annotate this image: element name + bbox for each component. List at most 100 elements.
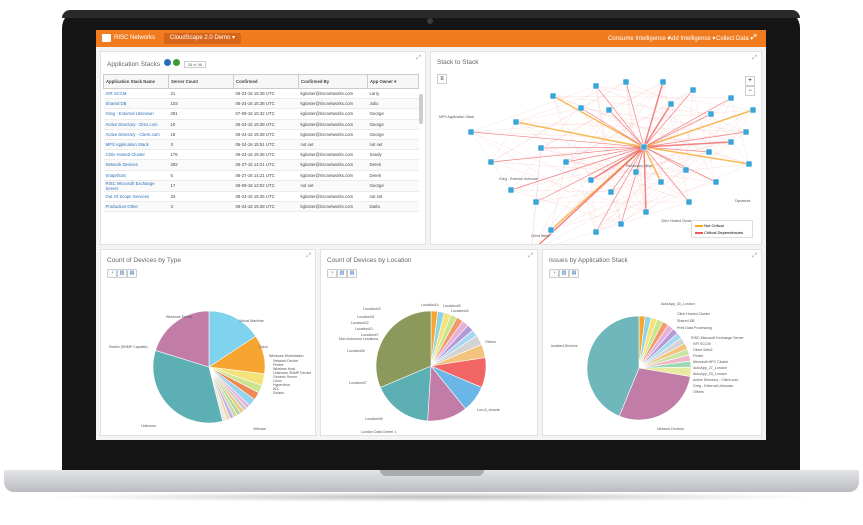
cell-name[interactable]: Snapshots	[103, 170, 169, 181]
table-view-icon[interactable]: ▤	[569, 269, 579, 278]
col-header-by[interactable]: Confirmed By	[298, 74, 368, 89]
graph-node[interactable]	[727, 94, 735, 102]
graph-node[interactable]	[537, 144, 545, 152]
col-header-owner[interactable]: App Owner ▾	[367, 74, 419, 89]
table-row[interactable]: Shared DB 103 06-24-16 15:38 UTC kgloster@r…	[103, 98, 419, 110]
table-view-icon[interactable]: ▤	[127, 269, 137, 278]
zoom-out-icon[interactable]: −	[745, 86, 755, 96]
table-row[interactable]: Active Directory - Client.com 18 06-24-16 …	[103, 129, 419, 140]
graph-node[interactable]	[632, 168, 640, 176]
graph-node[interactable]	[507, 186, 515, 194]
expand-icon[interactable]: ⤢	[416, 55, 421, 61]
pie-slice[interactable]	[208, 310, 257, 368]
expand-icon[interactable]: ⤢	[306, 253, 311, 259]
graph-node[interactable]	[685, 198, 693, 206]
col-header-count[interactable]: Server Count	[168, 74, 234, 89]
graph-node[interactable]	[742, 128, 750, 136]
table-row[interactable]: RISC Microsoft Exchange Server 17 06-08-16…	[103, 180, 419, 192]
graph-node[interactable]	[562, 158, 570, 166]
cell-name[interactable]: Active Directory - Dmz.com	[103, 119, 169, 130]
graph-node[interactable]	[682, 166, 690, 174]
demo-selector[interactable]: CloudScape 2.0 Demo ▾	[164, 33, 242, 44]
zoom-in-icon[interactable]: +	[745, 76, 755, 86]
graph-node[interactable]	[547, 226, 555, 234]
add-icon[interactable]	[163, 59, 171, 66]
cell-name[interactable]: Out Of Scope Services	[103, 191, 169, 202]
table-row[interactable]: Network Devices 282 06-27-16 14:21 UTC kglo…	[103, 159, 419, 171]
pie-slice[interactable]	[155, 310, 210, 368]
graph-node[interactable]	[512, 118, 520, 126]
refresh-icon[interactable]	[172, 59, 180, 66]
graph-node[interactable]	[689, 86, 697, 94]
graph-node[interactable]	[712, 178, 720, 186]
table-row[interactable]: Active Directory - Dmz.com 10 06-24-16 15:…	[103, 119, 419, 130]
col-header-name[interactable]: Application Stack Name	[103, 74, 169, 89]
cell-name[interactable]: Active Directory - Client.com	[103, 129, 169, 140]
logo[interactable]: RISC Networks	[102, 34, 155, 42]
cell-name[interactable]: Citrix Hosted Cluster	[103, 149, 169, 161]
pie-slice[interactable]	[618, 367, 691, 421]
menu-consume[interactable]: Consume Intelligence ▾	[608, 36, 671, 42]
graph-node[interactable]	[745, 160, 753, 168]
graph-node[interactable]	[587, 176, 595, 184]
graph-node[interactable]	[622, 78, 630, 86]
bar-view-icon[interactable]: ▥	[337, 269, 347, 278]
expand-icon[interactable]: ⤢	[752, 253, 757, 259]
cell-name[interactable]: RISC Microsoft Exchange Server	[103, 180, 169, 192]
cell-name[interactable]: Production Other	[103, 201, 169, 213]
pie-slice[interactable]	[375, 310, 432, 388]
expand-icon[interactable]: ⤢	[528, 253, 533, 259]
cell-name[interactable]: Greg - External Unknown	[103, 108, 169, 120]
graph-menu-icon[interactable]: ≡	[437, 74, 447, 84]
table-row[interactable]: Production Other 3 06-24-16 15:38 UTC kglos…	[103, 201, 419, 213]
graph-node[interactable]	[707, 110, 715, 118]
issues-by-stack-pie[interactable]: AutoApp_35_London Citrix Hosted Cluster Sh…	[543, 250, 762, 436]
devices-by-type-pie[interactable]: Windows Server Virtual Machine Cisco Switch…	[101, 250, 316, 436]
hamburger-icon[interactable]: ≡	[753, 33, 758, 40]
table-row[interactable]: Out Of Scope Services 33 06-24-16 15:35 UT…	[103, 191, 419, 202]
graph-node[interactable]	[605, 106, 613, 114]
table-row[interactable]: MPS Application Stack 3 06-24-16 15:51 UTC…	[103, 139, 419, 151]
graph-node[interactable]	[617, 220, 625, 228]
cell-name[interactable]: Shared DB	[103, 98, 169, 110]
graph-node[interactable]	[659, 78, 667, 86]
graph-node[interactable]	[592, 82, 600, 90]
graph-node[interactable]	[640, 143, 648, 151]
cell-name[interactable]: IVR SCCM	[103, 88, 169, 100]
table-row[interactable]: Snapshots 5 06-27-16 14:21 UTC kgloster@ris…	[103, 170, 419, 181]
pie-view-icon[interactable]: ◔	[327, 269, 337, 278]
graph-node[interactable]	[487, 158, 495, 166]
graph-node[interactable]	[727, 138, 735, 146]
graph-node[interactable]	[592, 228, 600, 236]
graph-node[interactable]	[749, 106, 757, 114]
graph-node[interactable]	[642, 208, 650, 216]
bar-view-icon[interactable]: ▥	[559, 269, 569, 278]
menu-add[interactable]: Add Intelligence ▾	[668, 36, 716, 42]
menu-collect[interactable]: Collect Data ▾	[716, 36, 754, 42]
col-header-confirmed[interactable]: Confirmed	[233, 74, 299, 89]
table-view-icon[interactable]: ▤	[347, 269, 357, 278]
graph-node[interactable]	[577, 104, 585, 112]
bar-view-icon[interactable]: ▥	[117, 269, 127, 278]
graph-node[interactable]	[549, 92, 557, 100]
network-graph[interactable]: MPS Application Stack Greg - External Unk…	[431, 52, 761, 244]
pie-slice[interactable]	[152, 350, 224, 424]
graph-node[interactable]	[607, 188, 615, 196]
cell-name[interactable]: MPS Application Stack	[103, 139, 169, 151]
table-row[interactable]: IVR SCCM 21 06-24-16 15:38 UTC kgloster@ris…	[103, 88, 419, 100]
graph-node[interactable]	[705, 148, 713, 156]
table-row[interactable]: Citrix Hosted Cluster 176 06-24-16 15:38 U…	[103, 149, 419, 161]
pie-slice[interactable]	[379, 365, 432, 422]
table-row[interactable]: Greg - External Unknown 291 07-08-16 15:32…	[103, 108, 419, 120]
graph-node[interactable]	[657, 178, 665, 186]
graph-node[interactable]	[532, 198, 540, 206]
pie-view-icon[interactable]: ◔	[107, 269, 117, 278]
pie-view-icon[interactable]: ◔	[549, 269, 559, 278]
pie-slice[interactable]	[586, 315, 640, 417]
graph-node[interactable]	[467, 128, 475, 136]
graph-node[interactable]	[667, 100, 675, 108]
table-scrollbar[interactable]	[419, 94, 423, 124]
expand-icon[interactable]: ⤢	[752, 55, 757, 61]
cell-name[interactable]: Network Devices	[103, 159, 169, 171]
